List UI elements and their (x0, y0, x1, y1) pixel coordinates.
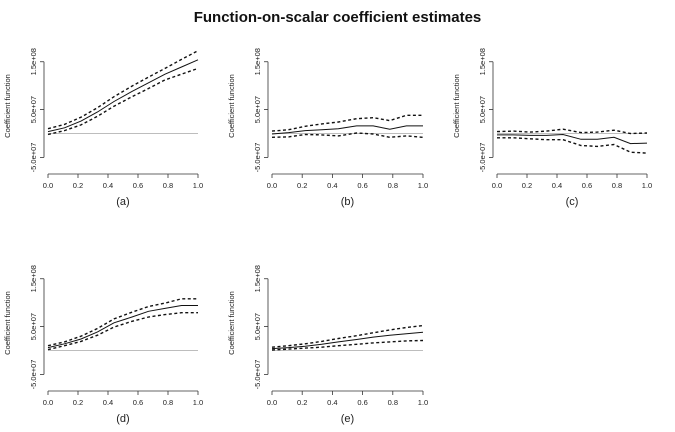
y-tick-label: 1.5e+08 (29, 48, 38, 75)
estimate-line (271, 331, 424, 350)
x-tick-label: 0.0 (43, 181, 53, 190)
panel-label: (b) (341, 196, 354, 208)
x-tick-label: 0.2 (73, 398, 83, 407)
panel-2: 0.0 0.2 0.4 0.6 0.8 1.0 -5.0e+07 5.0e+07 1.5e+08… (227, 48, 428, 208)
panel-4: 0.0 0.2 0.4 0.6 0.8 1.0 -5.0e+07 5.0e+07 1.5e+08… (3, 265, 203, 425)
x-tick-label: 0.2 (522, 181, 532, 190)
confidence-band-line (271, 339, 424, 351)
y-tick-label: -5.0e+07 (478, 143, 487, 173)
x-tick-label: 0.4 (327, 398, 337, 407)
x-tick-label: 0.4 (552, 181, 562, 190)
y-tick-label: 1.5e+08 (29, 265, 38, 292)
x-tick-label: 0.8 (163, 181, 173, 190)
x-tick-label: 0.2 (297, 398, 307, 407)
y-tick-label: 5.0e+07 (253, 96, 262, 123)
y-tick-label: 5.0e+07 (253, 313, 262, 340)
panel-3: 0.0 0.2 0.4 0.6 0.8 1.0 -5.0e+07 5.0e+07 1.5e+08… (452, 48, 652, 208)
chart-title: Function-on-scalar coefficient estimates (193, 9, 482, 26)
x-tick-label: 0.4 (103, 181, 113, 190)
confidence-band-line (47, 67, 199, 136)
confidence-band-line (271, 114, 423, 132)
x-tick-label: 1.0 (418, 181, 428, 190)
estimate-line (497, 133, 648, 145)
panel-label: (e) (341, 413, 354, 425)
y-tick-label: 5.0e+07 (478, 96, 487, 123)
estimate-line (47, 305, 198, 349)
y-axis-label: Coefficient function (227, 74, 236, 138)
x-tick-label: 1.0 (193, 181, 203, 190)
x-tick-label: 0.4 (327, 181, 337, 190)
y-tick-label: -5.0e+07 (253, 360, 262, 390)
x-tick-label: 0.0 (492, 181, 502, 190)
y-axis-label: Coefficient function (227, 291, 236, 355)
confidence-band-line (496, 128, 648, 135)
x-tick-label: 0.8 (388, 181, 398, 190)
x-tick-label: 0.6 (133, 398, 143, 407)
x-tick-label: 1.0 (642, 181, 652, 190)
y-axis-label: Coefficient function (3, 74, 12, 138)
y-axis-label: Coefficient function (452, 74, 461, 138)
x-tick-label: 0.8 (388, 398, 398, 407)
x-tick-label: 0.6 (133, 181, 143, 190)
x-tick-label: 0.0 (267, 181, 277, 190)
x-tick-label: 0.2 (73, 181, 83, 190)
confidence-band-line (47, 298, 198, 347)
panel-1: 0.0 0.2 0.4 0.6 0.8 1.0 -5.0e+07 5.0e+07 1.5e+08… (3, 48, 203, 208)
x-tick-label: 1.0 (418, 398, 428, 407)
y-axis-label: Coefficient function (3, 291, 12, 355)
y-tick-label: 5.0e+07 (29, 96, 38, 123)
confidence-band-line (47, 312, 198, 351)
x-tick-label: 0.6 (582, 181, 592, 190)
y-tick-label: 5.0e+07 (29, 313, 38, 340)
y-tick-label: 1.5e+08 (253, 265, 262, 292)
x-tick-label: 0.0 (43, 398, 53, 407)
confidence-band-line (271, 132, 424, 139)
confidence-band-line (271, 324, 424, 348)
confidence-band-line (47, 50, 199, 130)
panel-5: 0.0 0.2 0.4 0.6 0.8 1.0 -5.0e+07 5.0e+07 1.5e+08… (227, 265, 428, 425)
x-tick-label: 0.8 (163, 398, 173, 407)
x-tick-label: 0.8 (612, 181, 622, 190)
x-tick-label: 0.4 (103, 398, 113, 407)
y-tick-label: -5.0e+07 (253, 143, 262, 173)
panel-label: (a) (116, 196, 129, 208)
x-tick-label: 0.6 (357, 181, 367, 190)
confidence-band-line (497, 137, 648, 154)
y-tick-label: -5.0e+07 (29, 143, 38, 173)
x-tick-label: 0.2 (297, 181, 307, 190)
panel-label: (d) (116, 413, 129, 425)
y-tick-label: 1.5e+08 (478, 48, 487, 75)
y-tick-label: 1.5e+08 (253, 48, 262, 75)
estimate-line (271, 125, 423, 135)
x-tick-label: 1.0 (193, 398, 203, 407)
x-tick-label: 0.6 (357, 398, 367, 407)
y-tick-label: -5.0e+07 (29, 360, 38, 390)
estimate-line (47, 59, 199, 133)
x-tick-label: 0.0 (267, 398, 277, 407)
panel-label: (c) (566, 196, 579, 208)
